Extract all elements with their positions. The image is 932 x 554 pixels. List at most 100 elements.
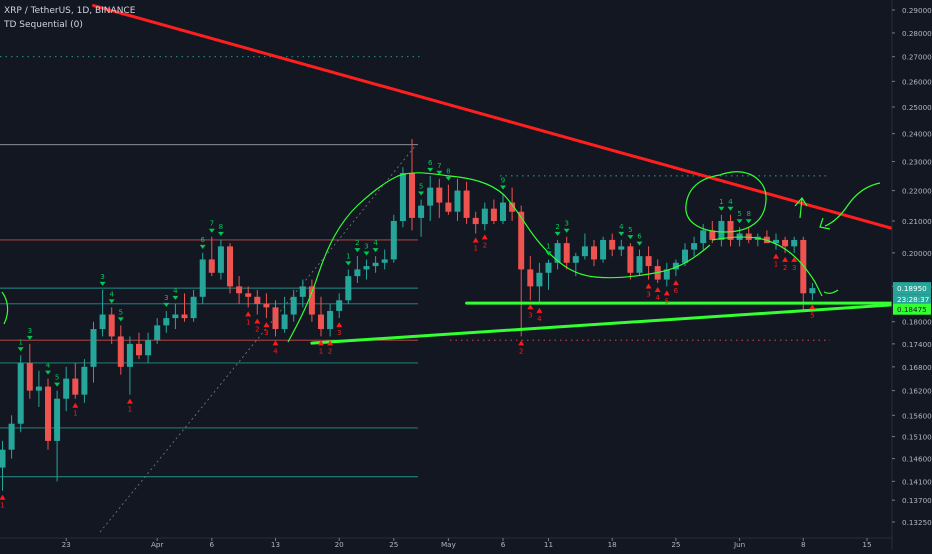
td-buy-setup-triangle [126,398,133,404]
time-tick-label: 25 [671,540,680,549]
candle-body [63,378,70,399]
candle-body [390,220,397,260]
candle-body [581,246,588,257]
td-sell-setup-triangle [99,281,106,286]
candle-body [572,256,579,263]
td-count-label: 3 [164,294,168,302]
candle-body [181,314,188,319]
td-sell-setup-triangle [208,228,215,233]
candle-body [208,259,215,273]
last-price-value: 0.18950 [897,284,927,293]
td-buy-setup-triangle [472,237,479,243]
td-count-label: 8 [746,210,750,218]
candle-body [372,262,379,267]
td-count-label: 1 [0,502,4,510]
td-sell-setup-triangle [618,231,625,236]
indicator-title[interactable]: TD Sequential (0) [4,20,83,30]
candle-body [245,293,252,297]
td-sell-setup-triangle [718,206,725,211]
td-count-label: 2 [519,347,523,355]
td-count-label: 6 [637,233,642,241]
td-count-label: 3 [100,273,104,281]
td-sell-setup-triangle [727,206,734,211]
dotted-projection-line [99,144,417,533]
price-tick-label: 0.25000 [902,103,932,112]
td-sell-setup-triangle [545,251,552,256]
price-tick-label: 0.23000 [902,158,932,167]
candle-body [90,329,97,367]
td-sell-setup-triangle [108,299,115,304]
candle-body [399,172,406,221]
candle-body [518,211,525,270]
td-count-label: 3 [564,220,568,228]
td-count-label: 1 [319,347,323,355]
td-buy-setup-triangle [481,234,488,240]
td-count-label: 1 [774,261,778,269]
td-count-label: 4 [273,347,278,355]
td-count-label: 1 [246,318,250,326]
red-trendline [92,4,894,230]
time-tick-label: 18 [608,540,618,549]
freehand-arrow-up [794,196,808,219]
candle-body [72,378,79,395]
candle-body [782,239,789,247]
green-level-value: 0.18475 [897,305,927,314]
candle-body [108,314,115,337]
time-tick-label: 15 [862,540,871,549]
price-tick-label: 0.14600 [902,455,932,464]
candle-body [263,303,270,308]
candle-body [536,272,543,287]
time-axis: 23 Apr 6 13 20 25 May 6 11 18 25 Jun 8 15 [0,537,892,549]
candle-body [545,262,552,273]
candle-body [609,239,616,250]
candle-body [318,314,324,330]
candle-body [727,220,734,240]
freehand-left-bracket [1,291,9,325]
candle-body [354,269,361,277]
freehand-arrow-squiggle [819,182,881,230]
td-count-label: 4 [728,198,733,206]
td-sell-setup-triangle [554,231,561,236]
td-count-label: 5 [419,183,423,191]
td-sell-setup-triangle [354,248,361,253]
td-sell-setup-triangle [54,382,61,387]
td-sell-setup-triangle [627,235,634,240]
td-count-label: 5 [665,297,669,305]
candle-body [54,398,61,441]
trendlines [92,4,894,345]
candle-body [700,230,707,244]
time-tick-label: Jun [733,540,745,549]
candle-body [190,296,197,319]
candle-body [327,310,334,330]
td-buy-setup-triangle [327,340,334,346]
time-tick-label: 25 [389,540,398,549]
candle-body [809,288,816,294]
td-sell-setup-triangle [363,251,370,256]
td-buy-setup-triangle [254,318,261,324]
candle-body [217,246,224,273]
td-count-label: 1 [128,406,132,414]
td-count-label: 1 [719,198,723,206]
candle-body [636,256,643,273]
candle-body [463,190,470,218]
symbol-title[interactable]: XRP / TetherUS, 1D, BINANCE [4,6,136,16]
td-buy-setup-triangle [809,304,816,310]
td-buy-setup-triangle [527,304,534,310]
td-buy-setup-triangle [645,283,652,289]
freehand-tick [823,289,839,294]
candle-body [308,286,315,315]
td-count-label: 2 [483,241,487,249]
td-sell-setup-triangle [745,219,752,224]
candle-body [154,325,161,341]
candle-body [236,286,243,294]
td-buy-setup-triangle [782,256,789,262]
td-count-label: 1 [473,245,477,253]
candle-body [172,314,179,319]
candle-body [445,202,452,212]
td-sell-setup-triangle [372,248,379,253]
price-tick-label: 0.13700 [902,496,932,505]
candle-body [527,269,534,287]
